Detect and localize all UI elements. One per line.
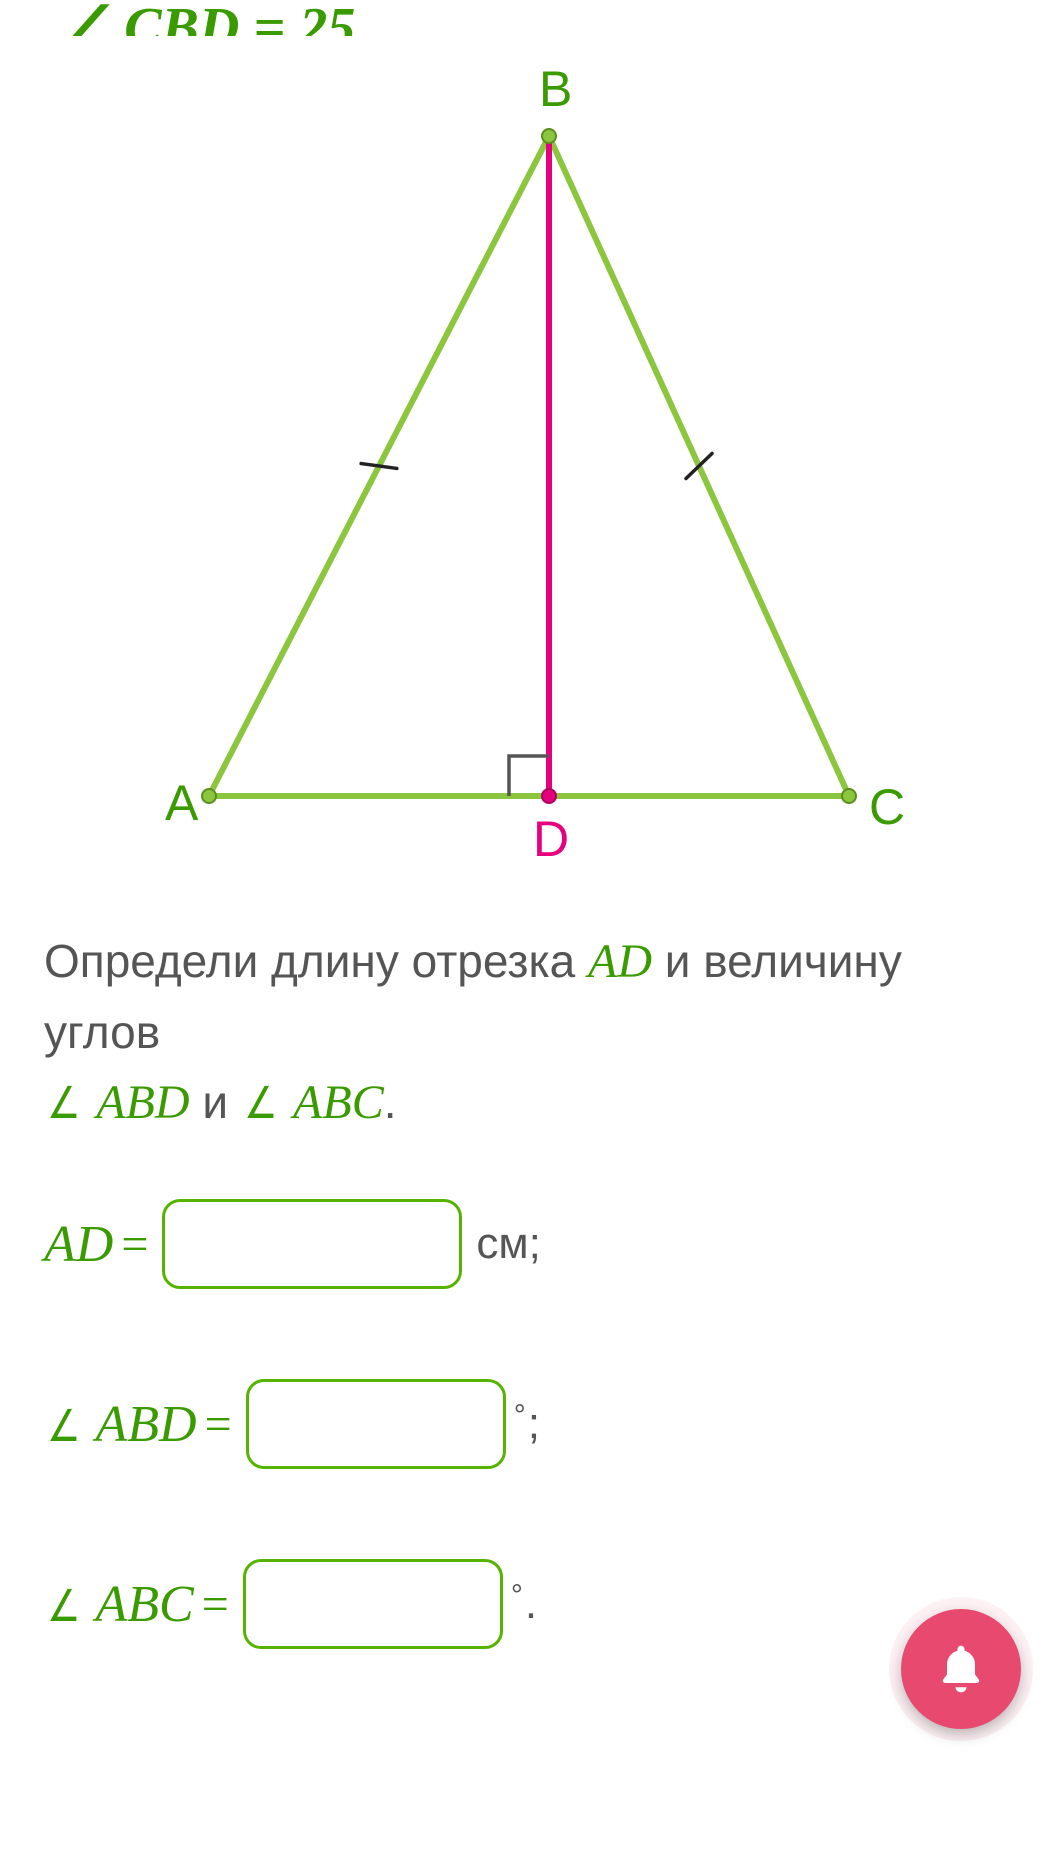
svg-text:B: B xyxy=(539,61,572,117)
angle-icon: ∠ xyxy=(47,1071,81,1137)
degree-symbol: ° xyxy=(514,1399,526,1433)
angle-abc-label: ABC xyxy=(293,1076,384,1129)
abc-input[interactable] xyxy=(243,1559,503,1649)
angle-icon: ∠ xyxy=(47,1581,81,1632)
equals-sign: = xyxy=(121,1217,148,1272)
notifications-button[interactable] xyxy=(901,1609,1021,1729)
bell-icon xyxy=(933,1641,989,1697)
equals-sign: = xyxy=(202,1577,229,1632)
answer-row-ad: AD = см; xyxy=(44,1199,1017,1289)
angle-icon: ∠ xyxy=(47,1401,81,1452)
ad-input[interactable] xyxy=(162,1199,462,1289)
angle-icon: ∠ xyxy=(244,1071,278,1137)
abd-input[interactable] xyxy=(246,1379,506,1469)
ad-lhs: AD xyxy=(44,1215,113,1274)
degree-symbol: ° xyxy=(511,1579,523,1613)
abc-lhs: ∠ ABC xyxy=(44,1575,194,1634)
question-prefix: Определи длину отрезка xyxy=(44,935,588,987)
equals-sign: = xyxy=(205,1397,232,1452)
svg-text:D: D xyxy=(533,811,569,867)
ad-unit: см; xyxy=(476,1219,540,1269)
abc-label: ABC xyxy=(96,1576,194,1633)
question-suffix: . xyxy=(384,1076,397,1128)
segment-ad: AD xyxy=(588,935,652,988)
abd-label: ABD xyxy=(96,1396,197,1453)
answer-row-abd: ∠ ABD = ° ; xyxy=(44,1379,1017,1469)
question-text: Определи длину отрезка AD и величину угл… xyxy=(44,926,1017,1139)
triangle-diagram: A B C D xyxy=(40,56,1017,896)
svg-text:A: A xyxy=(165,775,199,831)
question-and: и xyxy=(190,1076,241,1128)
answer-row-abc: ∠ ABC = ° . xyxy=(44,1559,1017,1649)
angle-abd-label: ABD xyxy=(96,1076,189,1129)
abd-suffix: ; xyxy=(528,1399,540,1449)
svg-text:C: C xyxy=(869,779,905,835)
given-angle-expression: ∠ CBD = 25 . xyxy=(40,0,1017,36)
abd-lhs: ∠ ABD xyxy=(44,1395,197,1454)
abc-suffix: . xyxy=(525,1579,537,1629)
